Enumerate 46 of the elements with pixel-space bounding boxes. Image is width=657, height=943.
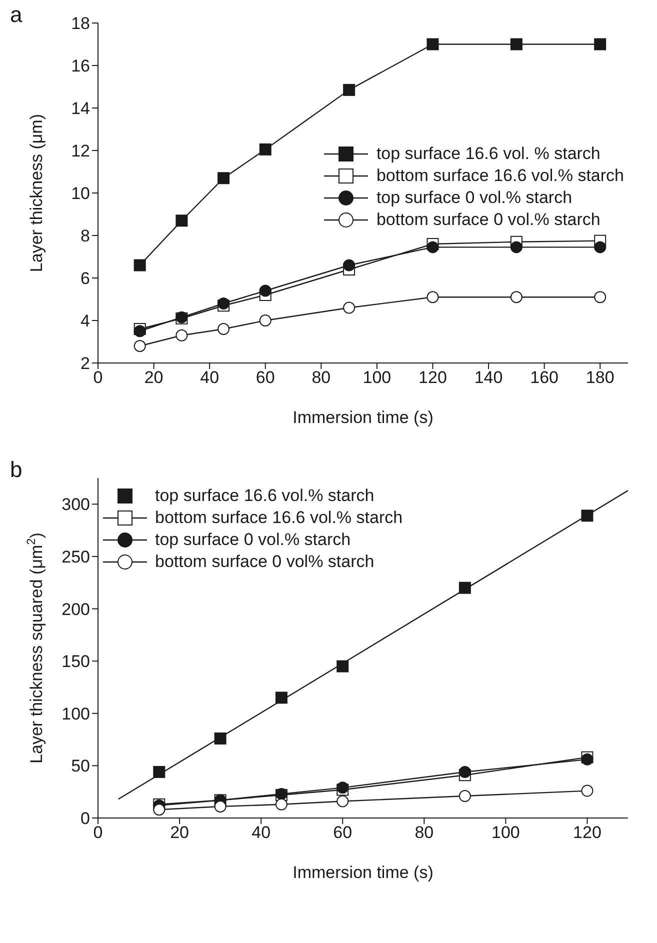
x-tick-label: 20 — [170, 823, 189, 842]
y-tick-label: 50 — [71, 756, 90, 776]
y-tick-label: 0 — [80, 809, 90, 828]
y-tick-label: 16 — [71, 56, 90, 76]
y-tick-label: 2 — [80, 354, 90, 374]
x-tick-label: 60 — [256, 368, 275, 388]
y-tick-label: 100 — [62, 704, 90, 724]
legend-label: bottom surface 16.6 vol.% starch — [376, 165, 624, 187]
x-tick-label: 40 — [252, 823, 271, 842]
y-tick-label: 200 — [62, 600, 90, 619]
x-tick-label: 40 — [200, 368, 220, 388]
x-tick-label: 140 — [474, 368, 503, 388]
x-tick-label: 80 — [312, 368, 331, 388]
legend-label: top surface 16.6 vol.% starch — [155, 485, 374, 507]
legend-label: top surface 16.6 vol. % starch — [376, 143, 600, 165]
y-axis-title: Layer thickness (μm) — [27, 114, 46, 272]
x-tick-label: 0 — [93, 823, 103, 842]
y-tick-label: 8 — [80, 226, 90, 246]
x-tick-label: 60 — [333, 823, 352, 842]
text: b — [10, 457, 22, 483]
y-tick-label: 14 — [71, 99, 90, 118]
legend-label: top surface 0 vol.% starch — [155, 529, 351, 551]
x-axis-title: Immersion time (s) — [292, 863, 434, 882]
y-tick-label: 6 — [80, 269, 90, 288]
x-tick-label: 80 — [414, 823, 434, 842]
x-tick-label: 100 — [492, 823, 520, 842]
x-tick-label: 160 — [530, 368, 559, 388]
y-tick-label: 18 — [71, 14, 90, 34]
y-tick-label: 250 — [62, 547, 90, 566]
legend-label: bottom surface 0 vol% starch — [155, 551, 374, 573]
y-tick-label: 150 — [62, 652, 90, 672]
y-tick-label: 300 — [62, 495, 90, 514]
legend-label: bottom surface 16.6 vol.% starch — [155, 507, 403, 529]
y-tick-label: 12 — [71, 142, 90, 161]
x-tick-label: 180 — [586, 368, 614, 388]
x-tick-label: 120 — [418, 368, 447, 388]
legend-label: top surface 0 vol.% starch — [376, 187, 572, 209]
x-tick-label: 0 — [93, 368, 103, 388]
y-tick-label: 4 — [80, 312, 90, 331]
legend-label: bottom surface 0 vol.% starch — [376, 209, 600, 231]
x-tick-label: 100 — [362, 368, 392, 388]
y-tick-label: 10 — [71, 184, 90, 204]
x-axis-title: Immersion time (s) — [292, 408, 434, 427]
text: a — [10, 2, 22, 28]
x-tick-label: 120 — [573, 823, 602, 842]
x-tick-label: 20 — [144, 368, 164, 388]
